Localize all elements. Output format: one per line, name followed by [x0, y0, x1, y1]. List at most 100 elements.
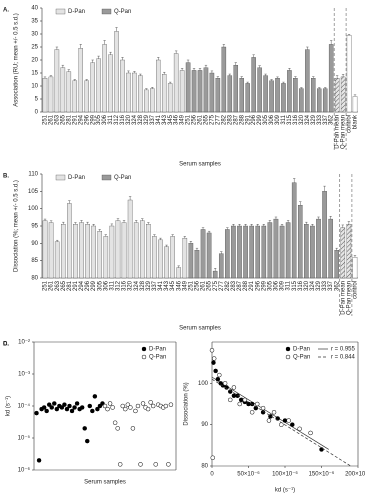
bar [167, 83, 173, 113]
x-tick-label: 261 [49, 280, 55, 291]
x-tick-label: 316 [298, 280, 304, 291]
bar [72, 80, 78, 113]
point [260, 405, 266, 411]
point [210, 455, 215, 460]
x-tick-label: 299 [257, 114, 263, 125]
bar [285, 222, 291, 279]
x-tick-label: 283 [227, 114, 233, 125]
point [72, 405, 77, 410]
y-tick-label: 110 [28, 172, 38, 178]
bar [316, 218, 321, 279]
x-tick-label: 346 [176, 280, 182, 291]
x-tick-label: 282 [225, 280, 231, 291]
point [249, 410, 255, 415]
point [286, 418, 291, 423]
point [308, 430, 313, 436]
y-tick-label: 10⁻⁶ [18, 467, 31, 474]
x-tick-label: 343 [164, 280, 170, 291]
bar [340, 227, 346, 279]
bar [261, 225, 267, 279]
point [34, 410, 39, 416]
x-tick-label: D-Pan mean [335, 115, 341, 149]
bar [255, 225, 261, 279]
bar [200, 229, 206, 279]
legend-marker [285, 354, 291, 360]
point [52, 401, 57, 406]
bar [48, 222, 54, 279]
bar [293, 78, 298, 113]
point [211, 360, 216, 365]
point [211, 356, 217, 361]
bar [251, 57, 256, 113]
x-tick-label: 287 [233, 114, 239, 125]
bar [133, 222, 139, 279]
point [130, 426, 136, 431]
x-tick-label: 263 [55, 280, 61, 291]
point [166, 462, 171, 467]
y-tick-label: 95 [31, 224, 38, 230]
x-tick-label: 343 [162, 114, 168, 125]
bar [249, 225, 254, 279]
x-tick-label: 320 [299, 114, 305, 125]
point [90, 408, 95, 414]
legend-label: Q-Pan [114, 175, 131, 181]
point [242, 397, 248, 403]
x-tick-label: 337 [328, 280, 334, 291]
y-tick-label: 5 [35, 97, 39, 103]
bar [334, 78, 340, 113]
x-tick-label: 296 [251, 114, 257, 125]
bar [115, 220, 121, 279]
bar [263, 75, 268, 113]
point [150, 403, 156, 409]
point [102, 403, 108, 409]
bar [132, 72, 137, 113]
point [228, 397, 233, 403]
bar [227, 75, 233, 113]
x-tick-label: 305 [97, 280, 103, 291]
point [215, 376, 221, 382]
bar [317, 88, 322, 113]
bar [218, 253, 224, 279]
x-tick-label: 316 [293, 114, 299, 125]
legend-marker [141, 354, 147, 360]
bar [191, 70, 197, 113]
bar [85, 224, 90, 279]
bar [103, 236, 109, 279]
point [228, 389, 233, 394]
x-tick-label: control [353, 281, 359, 299]
x-tick-label: 329 [311, 114, 317, 125]
point [138, 462, 143, 467]
bar [257, 67, 262, 113]
x-tick-label: 251 [186, 114, 192, 125]
bar [152, 236, 157, 279]
x-tick-label: 329 [144, 114, 150, 125]
y-tick-label: 90 [31, 241, 38, 247]
x-tick-label: 50×10⁻⁶ [237, 471, 260, 478]
x-tick-label: 345 [170, 280, 176, 291]
point [133, 408, 138, 414]
x-tick-label: 251 [188, 280, 194, 291]
x-tick-label: 309 [275, 114, 281, 125]
point [112, 420, 118, 425]
x-tick-label: 346 [174, 114, 180, 125]
x-tick-label: 337 [323, 114, 329, 125]
x-tick-label: Q-Pan mean [341, 115, 347, 149]
bar [79, 222, 84, 279]
bar [203, 67, 209, 113]
bar [54, 241, 60, 279]
legend-marker [141, 346, 147, 352]
bar [346, 224, 352, 279]
y-axis-title: kd (s⁻¹) [6, 396, 12, 416]
x-tick-label: 299 [91, 280, 97, 291]
bar [267, 222, 273, 279]
point [87, 403, 93, 409]
panel-label: D. [3, 342, 9, 348]
panel-label: B. [3, 174, 9, 180]
x-tick-label: 251 [43, 114, 49, 125]
bar [158, 239, 163, 279]
bar [114, 31, 119, 113]
point [82, 426, 87, 431]
point [92, 394, 98, 399]
x-tick-label: 324 [305, 114, 311, 125]
bar [233, 65, 239, 113]
